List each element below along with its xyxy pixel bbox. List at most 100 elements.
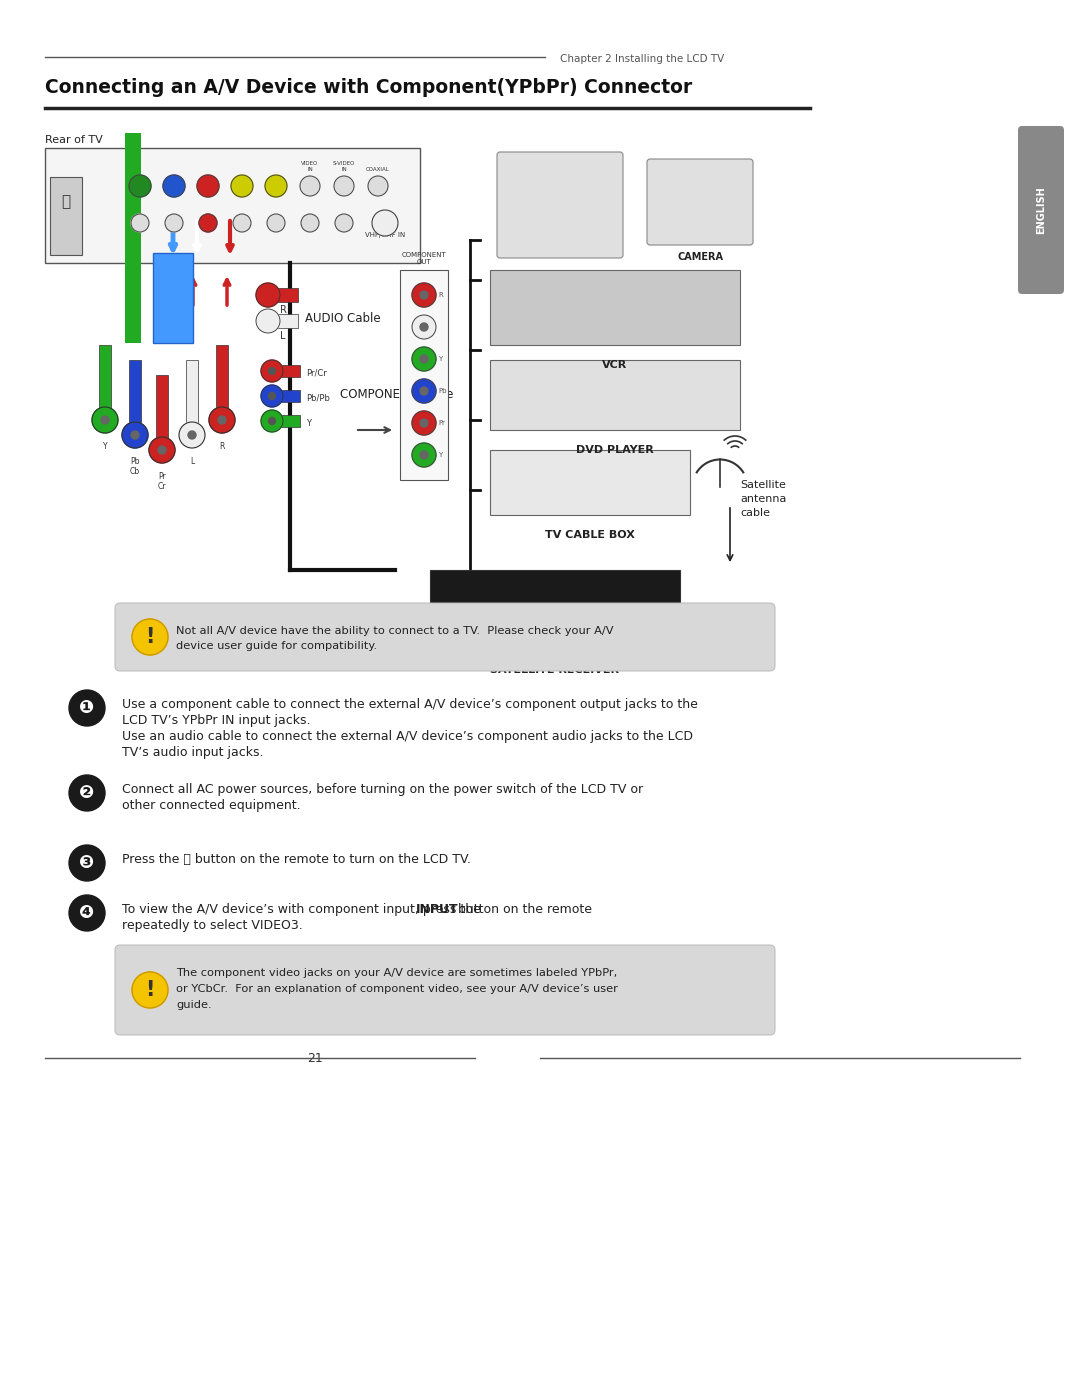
Circle shape bbox=[265, 175, 287, 197]
Circle shape bbox=[233, 214, 251, 232]
Text: COMPONENT
OUT: COMPONENT OUT bbox=[402, 251, 446, 265]
Circle shape bbox=[411, 346, 436, 372]
Circle shape bbox=[301, 214, 319, 232]
Text: AUDIO Cable: AUDIO Cable bbox=[305, 312, 380, 324]
Circle shape bbox=[420, 355, 428, 363]
FancyBboxPatch shape bbox=[114, 944, 775, 1035]
FancyBboxPatch shape bbox=[430, 570, 680, 650]
FancyBboxPatch shape bbox=[186, 360, 198, 434]
Circle shape bbox=[69, 845, 105, 882]
Circle shape bbox=[165, 214, 183, 232]
FancyBboxPatch shape bbox=[268, 314, 298, 328]
Text: Press the ⏻ button on the remote to turn on the LCD TV.: Press the ⏻ button on the remote to turn… bbox=[122, 854, 471, 866]
Circle shape bbox=[372, 210, 399, 236]
Text: ❹: ❹ bbox=[79, 904, 95, 922]
Circle shape bbox=[300, 176, 320, 196]
Circle shape bbox=[92, 407, 118, 433]
Text: !: ! bbox=[146, 627, 154, 647]
Circle shape bbox=[269, 393, 275, 400]
FancyBboxPatch shape bbox=[490, 360, 740, 430]
Text: CAMERA: CAMERA bbox=[677, 251, 723, 263]
Text: !: ! bbox=[146, 981, 154, 1000]
Text: Y: Y bbox=[438, 453, 442, 458]
Text: VCR: VCR bbox=[603, 360, 627, 370]
Text: Y: Y bbox=[306, 419, 311, 427]
Circle shape bbox=[411, 443, 436, 467]
Text: L: L bbox=[280, 331, 285, 341]
FancyBboxPatch shape bbox=[272, 390, 300, 402]
Text: repeatedly to select VIDEO3.: repeatedly to select VIDEO3. bbox=[122, 919, 302, 932]
Text: TV’s audio input jacks.: TV’s audio input jacks. bbox=[122, 746, 264, 759]
Circle shape bbox=[411, 314, 436, 339]
FancyBboxPatch shape bbox=[268, 288, 298, 302]
Text: Use an audio cable to connect the external A/V device’s component audio jacks to: Use an audio cable to connect the extern… bbox=[122, 731, 693, 743]
Circle shape bbox=[261, 409, 283, 432]
Text: Chapter 2 Installing the LCD TV: Chapter 2 Installing the LCD TV bbox=[561, 54, 725, 64]
FancyBboxPatch shape bbox=[490, 450, 690, 515]
Text: COMPONENT Cable: COMPONENT Cable bbox=[340, 388, 454, 401]
Circle shape bbox=[69, 690, 105, 726]
Text: 21: 21 bbox=[307, 1052, 323, 1065]
Text: ❷: ❷ bbox=[79, 784, 95, 802]
Circle shape bbox=[368, 176, 388, 196]
Text: R: R bbox=[219, 441, 225, 451]
Text: ❶: ❶ bbox=[79, 698, 95, 717]
FancyBboxPatch shape bbox=[497, 152, 623, 258]
Text: GAME CONSOLE: GAME CONSOLE bbox=[516, 270, 604, 279]
Circle shape bbox=[261, 386, 283, 407]
Circle shape bbox=[231, 175, 253, 197]
Circle shape bbox=[210, 407, 235, 433]
Text: L: L bbox=[190, 457, 194, 467]
Text: INPUT: INPUT bbox=[416, 902, 458, 916]
Circle shape bbox=[131, 432, 139, 439]
Circle shape bbox=[131, 214, 149, 232]
Text: DVD PLAYER: DVD PLAYER bbox=[576, 446, 653, 455]
Text: Pb
Cb: Pb Cb bbox=[130, 457, 140, 476]
Circle shape bbox=[102, 416, 109, 425]
Text: button on the remote: button on the remote bbox=[454, 902, 592, 916]
Text: ENGLISH: ENGLISH bbox=[1036, 186, 1047, 233]
Text: Not all A/V device have the ability to connect to a TV.  Please check your A/V: Not all A/V device have the ability to c… bbox=[176, 626, 613, 636]
Text: Connect all AC power sources, before turning on the power switch of the LCD TV o: Connect all AC power sources, before tur… bbox=[122, 782, 643, 796]
Text: Pb/Pb: Pb/Pb bbox=[306, 394, 329, 402]
Circle shape bbox=[158, 446, 166, 454]
Text: Satellite
antenna
cable: Satellite antenna cable bbox=[740, 481, 786, 518]
FancyBboxPatch shape bbox=[647, 159, 753, 244]
Text: R: R bbox=[438, 292, 443, 298]
FancyBboxPatch shape bbox=[216, 345, 228, 420]
Circle shape bbox=[149, 437, 175, 462]
Circle shape bbox=[269, 418, 275, 425]
Text: To view the A/V device’s with component input, press the: To view the A/V device’s with component … bbox=[122, 902, 485, 916]
Text: TV CABLE BOX: TV CABLE BOX bbox=[545, 529, 635, 541]
Circle shape bbox=[256, 309, 280, 332]
Text: Use a component cable to connect the external A/V device’s component output jack: Use a component cable to connect the ext… bbox=[122, 698, 698, 711]
Circle shape bbox=[129, 175, 151, 197]
Circle shape bbox=[420, 419, 428, 427]
Text: Pr/Cr: Pr/Cr bbox=[306, 369, 327, 377]
Text: R: R bbox=[280, 305, 287, 314]
Circle shape bbox=[69, 775, 105, 812]
Circle shape bbox=[69, 895, 105, 930]
FancyBboxPatch shape bbox=[45, 148, 420, 263]
Circle shape bbox=[411, 411, 436, 434]
Text: device user guide for compatibility.: device user guide for compatibility. bbox=[176, 641, 377, 651]
Circle shape bbox=[218, 416, 226, 425]
Circle shape bbox=[269, 367, 275, 374]
Text: Y: Y bbox=[438, 356, 442, 362]
Text: LCD TV’s YPbPr IN input jacks.: LCD TV’s YPbPr IN input jacks. bbox=[122, 714, 311, 726]
FancyBboxPatch shape bbox=[1018, 126, 1064, 293]
Text: Rear of TV: Rear of TV bbox=[45, 136, 103, 145]
Text: SATELLITE RECEIVER: SATELLITE RECEIVER bbox=[490, 665, 620, 675]
Circle shape bbox=[199, 214, 217, 232]
FancyBboxPatch shape bbox=[156, 374, 168, 450]
Circle shape bbox=[420, 451, 428, 460]
Text: ⏻: ⏻ bbox=[62, 194, 70, 210]
Circle shape bbox=[420, 323, 428, 331]
FancyBboxPatch shape bbox=[272, 365, 300, 377]
Text: Pr
Cr: Pr Cr bbox=[158, 472, 166, 492]
Text: Y: Y bbox=[103, 441, 107, 451]
Circle shape bbox=[334, 176, 354, 196]
Circle shape bbox=[132, 972, 168, 1009]
FancyBboxPatch shape bbox=[129, 360, 141, 434]
Circle shape bbox=[420, 291, 428, 299]
